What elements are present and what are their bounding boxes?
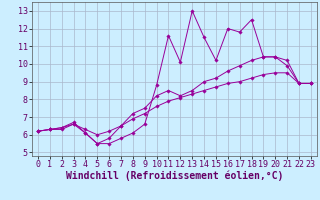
X-axis label: Windchill (Refroidissement éolien,°C): Windchill (Refroidissement éolien,°C) <box>66 171 283 181</box>
